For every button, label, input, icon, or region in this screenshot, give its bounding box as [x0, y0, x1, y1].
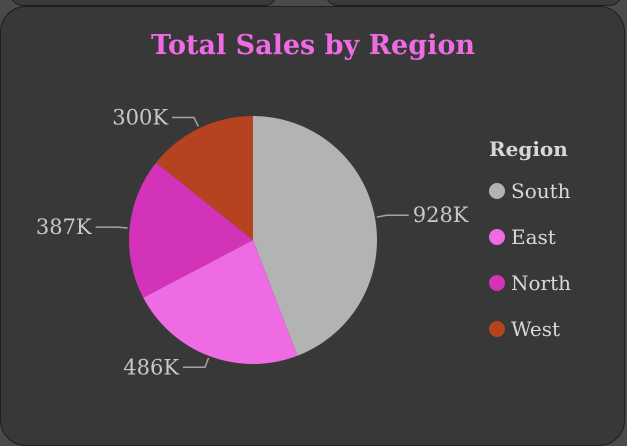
legend-item-north: North	[489, 260, 571, 306]
leader-line-west	[172, 116, 200, 127]
pie-slice-east	[143, 240, 298, 364]
pie-slice-north	[129, 162, 253, 298]
legend-marker-east	[489, 229, 505, 245]
data-label-west: 300K	[112, 105, 168, 129]
pie-slice-west	[156, 116, 253, 240]
legend-item-south: South	[489, 168, 571, 214]
legend-label-south: South	[511, 179, 571, 203]
data-label-south: 928K	[413, 203, 469, 227]
legend-label-north: North	[511, 271, 572, 295]
legend-marker-south	[489, 183, 505, 199]
leader-line-north	[95, 226, 128, 229]
legend-item-east: East	[489, 214, 571, 260]
legend: Region South East North West	[489, 137, 571, 352]
pie-chart: Total Sales by Region 928K 486K 387K 300K	[36, 30, 476, 379]
data-label-north: 387K	[36, 215, 92, 239]
legend-marker-west	[489, 321, 505, 337]
pie-slice-south	[253, 116, 378, 356]
legend-item-west: West	[489, 306, 571, 352]
legend-label-west: West	[511, 317, 561, 341]
leader-line-south	[376, 214, 409, 218]
legend-title: Region	[489, 137, 568, 161]
legend-label-east: East	[511, 225, 556, 249]
leader-line-east	[183, 357, 210, 369]
data-label-east: 486K	[123, 355, 179, 379]
chart-title: Total Sales by Region	[151, 30, 475, 61]
legend-marker-north	[489, 275, 505, 291]
